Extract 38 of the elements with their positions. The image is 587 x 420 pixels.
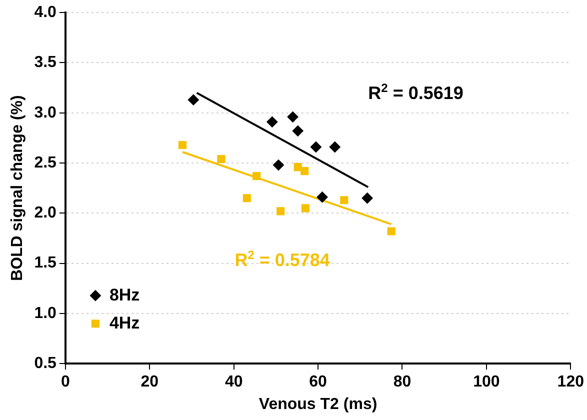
- point: [266, 116, 278, 128]
- x-tick-label: 120: [557, 374, 584, 391]
- x-tick-label: 60: [309, 374, 328, 391]
- x-tick-label: 20: [140, 374, 159, 391]
- x-tick-label: 100: [473, 374, 500, 391]
- y-tick-label: 4.0: [34, 4, 57, 22]
- x-tick-label: 80: [393, 374, 412, 391]
- point: [272, 160, 284, 171]
- y-tick-label: 3.0: [34, 104, 57, 122]
- point: [292, 125, 304, 136]
- point: [329, 141, 340, 152]
- y-tick-label: 2.0: [34, 204, 57, 222]
- x-tick-label: 40: [224, 374, 243, 391]
- point: [188, 94, 199, 106]
- point: [340, 196, 348, 204]
- point: [362, 192, 373, 204]
- point: [300, 167, 309, 176]
- y-axis-title: BOLD signal change (%): [9, 95, 26, 281]
- y-tick-label: 0.5: [34, 355, 57, 372]
- point: [287, 111, 298, 122]
- point: [316, 192, 328, 203]
- y-tick-label: 2.5: [34, 154, 57, 172]
- y-tick-label: 1.0: [34, 304, 57, 322]
- point: [178, 140, 187, 150]
- point: [310, 141, 322, 152]
- x-tick-label: 0: [60, 374, 70, 391]
- y-tick-label: 1.5: [34, 254, 57, 272]
- legend-label: 4Hz: [109, 313, 140, 332]
- y-tick-label: 3.5: [34, 54, 57, 72]
- point: [387, 227, 396, 236]
- point: [242, 194, 251, 202]
- point: [301, 204, 310, 212]
- point: [252, 172, 261, 180]
- point: [276, 207, 285, 216]
- point: [217, 154, 226, 164]
- point: [294, 163, 302, 172]
- legend-label: 8Hz: [109, 285, 140, 304]
- x-axis-title: Venous T2 (ms): [258, 396, 378, 413]
